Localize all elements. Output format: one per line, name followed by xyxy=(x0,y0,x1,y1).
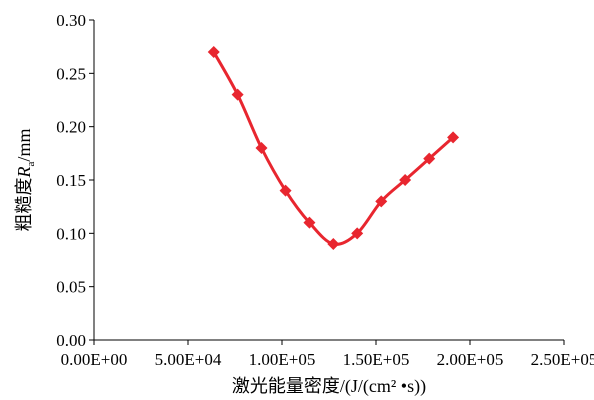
data-point-marker xyxy=(231,88,244,101)
x-tick-label: 0.00E+00 xyxy=(61,350,128,369)
y-axis-title-suffix: /mm xyxy=(14,129,34,162)
x-tick-label: 1.50E+05 xyxy=(343,350,410,369)
x-tick-label: 5.00E+04 xyxy=(155,350,222,369)
x-tick-label: 2.00E+05 xyxy=(437,350,504,369)
x-ticks: 0.00E+00 5.00E+04 1.00E+05 1.50E+05 2.00E+05… xyxy=(61,340,594,369)
series-layer xyxy=(207,46,460,250)
y-tick-label: 0.00 xyxy=(56,331,86,350)
y-tick-label: 0.30 xyxy=(56,11,86,30)
y-axis-title-prefix: 粗糙度 xyxy=(14,177,34,231)
x-tick-label: 1.00E+05 xyxy=(249,350,316,369)
y-tick-label: 0.20 xyxy=(56,118,86,137)
series-line xyxy=(212,50,455,246)
data-point-marker xyxy=(279,184,292,197)
y-axis-title: 粗糙度Ra/mm xyxy=(14,129,37,232)
data-point-marker xyxy=(447,131,460,144)
y-tick-label: 0.05 xyxy=(56,278,86,297)
data-point-marker xyxy=(207,46,220,58)
y-ticks: 0.00 0.05 0.10 0.15 0.20 0.25 0.30 xyxy=(56,11,94,350)
y-axis-title-symbol: R xyxy=(14,166,34,178)
axes xyxy=(93,20,564,341)
data-point-marker xyxy=(255,142,268,154)
data-point-marker xyxy=(303,216,316,229)
y-axis-title-subscript: a xyxy=(25,161,37,166)
data-point-marker xyxy=(351,227,364,240)
data-point-marker xyxy=(375,195,388,208)
x-axis-title: 激光能量密度/(J/(cm² •s)) xyxy=(232,376,426,397)
y-tick-label: 0.10 xyxy=(56,224,86,243)
data-point-marker xyxy=(423,152,436,165)
y-tick-label: 0.25 xyxy=(56,64,86,83)
y-tick-label: 0.15 xyxy=(56,171,86,190)
x-tick-label: 2.50E+05 xyxy=(531,350,594,369)
data-point-marker xyxy=(327,238,340,250)
data-point-marker xyxy=(399,174,412,186)
